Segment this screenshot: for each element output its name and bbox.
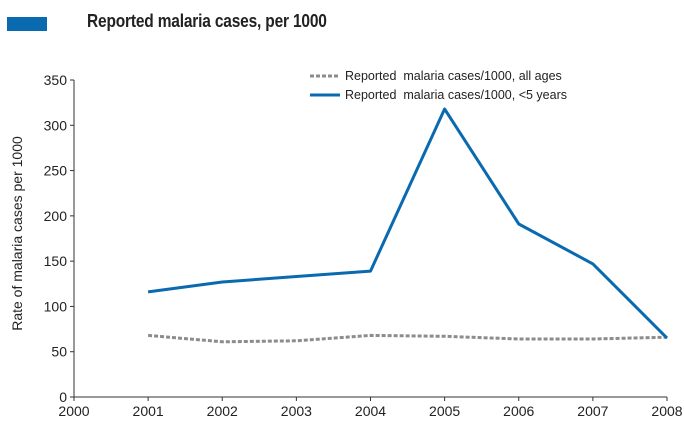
x-tick-label: 2001 xyxy=(133,403,164,419)
x-axis-ticks: 2000 2001 2002 2003 2004 2005 2006 2007 2008 xyxy=(58,397,683,419)
y-tick-label: 200 xyxy=(44,208,68,224)
x-tick-label: 2007 xyxy=(577,403,608,419)
x-tick-label: 2005 xyxy=(429,403,460,419)
series-lines xyxy=(147,107,669,344)
x-tick-label: 2000 xyxy=(58,403,89,419)
series-line-under-5 xyxy=(147,107,669,340)
chart-title: Reported malaria cases, per 1000 xyxy=(87,11,327,31)
legend: Reported malaria cases/1000, all ages Rep… xyxy=(310,69,567,102)
chart-axes xyxy=(73,80,667,398)
x-tick-label: 2008 xyxy=(651,403,682,419)
x-tick-label: 2003 xyxy=(281,403,312,419)
title-swatch xyxy=(7,17,47,31)
legend-label: Reported malaria cases/1000, all ages xyxy=(345,69,562,83)
x-tick-label: 2002 xyxy=(207,403,238,419)
y-tick-label: 250 xyxy=(44,163,68,179)
y-tick-label: 0 xyxy=(59,389,67,405)
legend-label: Reported malaria cases/1000, <5 years xyxy=(345,88,567,102)
series-line-all-ages xyxy=(147,333,668,344)
y-tick-label: 300 xyxy=(44,117,68,133)
y-tick-label: 350 xyxy=(44,72,68,88)
y-axis-ticks: 0 50 100 150 200 250 300 350 xyxy=(44,72,74,405)
y-tick-label: 150 xyxy=(44,253,68,269)
x-tick-label: 2004 xyxy=(355,403,386,419)
y-axis-label: Rate of malaria cases per 1000 xyxy=(9,136,25,331)
x-tick-label: 2006 xyxy=(503,403,534,419)
y-tick-label: 100 xyxy=(44,298,68,314)
y-tick-label: 50 xyxy=(51,344,67,360)
